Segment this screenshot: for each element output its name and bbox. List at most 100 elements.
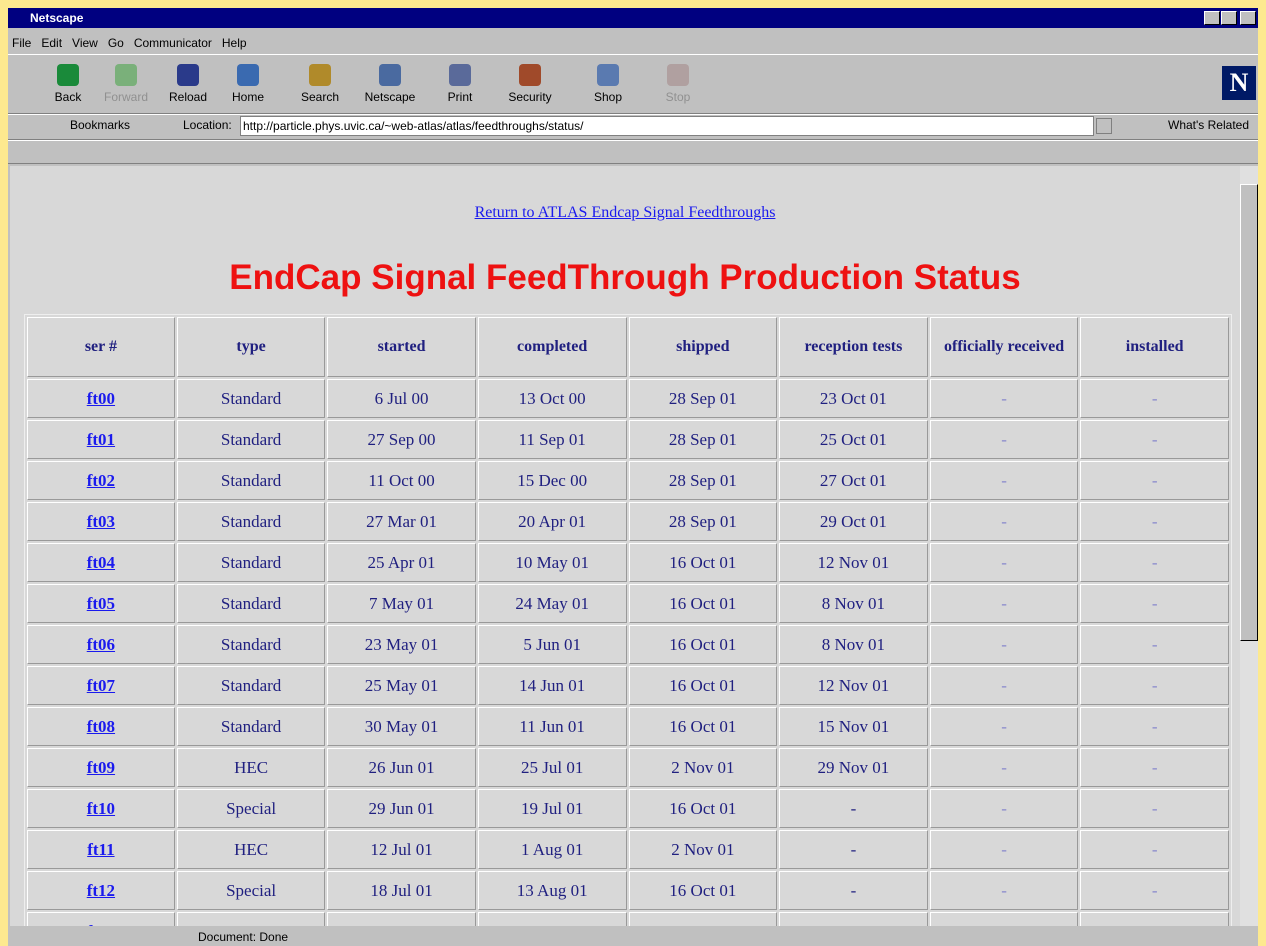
toolbar-icon <box>519 64 541 86</box>
serial-link[interactable]: ft05 <box>86 593 116 613</box>
maximize[interactable] <box>1221 11 1237 25</box>
cell: 16 Oct 01 <box>628 584 778 623</box>
header-cell: reception tests <box>779 317 928 377</box>
cell: 5 Jun 01 <box>477 625 627 664</box>
cell: Standard <box>176 379 326 418</box>
cell: 12 Nov 01 <box>779 666 928 705</box>
scroll-thumb[interactable] <box>1240 184 1258 641</box>
toolbar-button[interactable]: Search <box>290 58 350 112</box>
cell: 25 Oct 01 <box>779 420 928 459</box>
menu-bar: File Edit View Go Communicator Help <box>12 32 257 54</box>
menu-item[interactable]: View <box>72 36 98 50</box>
cell: 27 Sep 00 <box>327 420 476 459</box>
serial-link[interactable]: ft13 <box>87 922 115 927</box>
personal-bar <box>8 140 1258 164</box>
toolbar-button[interactable]: Shop <box>578 58 638 112</box>
cell: Standard <box>176 502 326 541</box>
cell: 1 Aug 01 <box>477 830 627 869</box>
cell: 28 Sep 01 <box>628 379 778 418</box>
cell: Special <box>176 789 326 828</box>
toolbar-button[interactable]: Netscape <box>360 58 420 112</box>
cell: - <box>929 420 1079 459</box>
cell: Standard <box>176 625 326 664</box>
serial-link[interactable]: ft09 <box>86 757 116 777</box>
cell: 12 Jul 01 <box>327 830 476 869</box>
cell: 26 Jun 01 <box>327 748 476 787</box>
netscape-logo: N <box>1222 66 1256 100</box>
close[interactable] <box>1240 11 1256 25</box>
table-row: ft11 HEC 12 Jul 01 1 Aug 01 2 Nov 01- - - <box>27 830 1229 869</box>
cell: - <box>1080 912 1229 926</box>
serial-link[interactable]: ft06 <box>86 634 116 654</box>
cell: 2 Nov 01 <box>628 912 778 926</box>
cell: - <box>779 912 928 926</box>
serial-link[interactable]: ft11 <box>87 839 115 859</box>
serial-link[interactable]: ft12 <box>86 880 116 900</box>
cell: 10 May 01 <box>477 543 627 582</box>
cell: - <box>929 502 1079 541</box>
cell: 30 May 01 <box>327 707 476 746</box>
cell: - <box>1080 830 1229 869</box>
menu-item[interactable]: Help <box>221 36 247 50</box>
cell: 23 Oct 01 <box>779 379 928 418</box>
toolbar-icon <box>237 64 259 86</box>
cell: 11 Oct 00 <box>327 461 476 500</box>
table-row: ft06 Standard 23 May 01 5 Jun 01 16 Oct 01 8 … <box>27 625 1229 664</box>
header-cell: type <box>176 317 326 377</box>
whats-related[interactable]: What's Related <box>1168 118 1249 132</box>
status-table: ser # type started completed shipped receptio… <box>24 314 1232 926</box>
toolbar-icon <box>115 64 137 86</box>
toolbar-button[interactable]: Forward <box>96 58 156 112</box>
serial-link[interactable]: ft02 <box>86 470 116 490</box>
menu-item[interactable]: Edit <box>41 36 63 50</box>
minimize[interactable] <box>1204 11 1220 25</box>
url-field[interactable]: http://particle.phys.uvic.ca/~web-atlas/… <box>240 116 1094 136</box>
cell: - <box>1080 666 1229 705</box>
serial-link[interactable]: ft01 <box>86 429 116 449</box>
table-row: ft00 Standard 6 Jul 00 13 Oct 00 28 Sep 01 23… <box>27 379 1229 418</box>
cell: - <box>1080 748 1229 787</box>
toolbar-button[interactable]: Print <box>430 58 490 112</box>
toolbar-button[interactable]: Stop <box>648 58 708 112</box>
cell: - <box>1080 584 1229 623</box>
bookmarks-button[interactable]: Bookmarks <box>70 118 131 132</box>
cell: - <box>929 789 1079 828</box>
cell: - <box>1080 707 1229 746</box>
serial-link[interactable]: ft10 <box>86 798 116 818</box>
table-row: ft07 Standard 25 May 01 14 Jun 01 16 Oct 01 1… <box>27 666 1229 705</box>
cell: - <box>929 461 1079 500</box>
toolbar-button[interactable]: Home <box>218 58 278 112</box>
scrollbar[interactable] <box>1240 166 1258 926</box>
menu-item[interactable]: Go <box>107 36 124 50</box>
url-dropdown[interactable] <box>1096 118 1112 134</box>
toolbar-button[interactable]: Back <box>38 58 98 112</box>
cell: - <box>1080 379 1229 418</box>
cell: ft13 <box>27 912 175 926</box>
header-cell: officially received <box>929 317 1079 377</box>
serial-link[interactable]: ft00 <box>86 388 116 408</box>
browser-window: Netscape File Edit View Go Communicator Help … <box>8 8 1258 946</box>
toolbar-button[interactable]: Security <box>500 58 560 112</box>
menu-item[interactable]: Communicator <box>133 36 212 50</box>
toolbar-button[interactable]: Reload <box>158 58 218 112</box>
toolbar-label: Shop <box>593 90 623 104</box>
cell: Standard <box>176 584 326 623</box>
cell: 27 Mar 01 <box>327 502 476 541</box>
table-row: ft13HEC3 Aug 0122 Aug 012 Nov 01--- <box>27 912 1229 926</box>
serial-link[interactable]: ft04 <box>86 552 116 572</box>
cell: ft03 <box>27 502 175 541</box>
header-cell: installed <box>1080 317 1229 377</box>
cell: ft01 <box>27 420 175 459</box>
cell: 14 Jun 01 <box>477 666 627 705</box>
cell: - <box>1080 502 1229 541</box>
cell: - <box>1080 543 1229 582</box>
serial-link[interactable]: ft07 <box>86 675 116 695</box>
serial-link[interactable]: ft08 <box>86 716 116 736</box>
cell: 11 Sep 01 <box>477 420 627 459</box>
return-link[interactable]: Return to ATLAS Endcap Signal Feedthroug… <box>474 204 776 221</box>
cell: - <box>1080 625 1229 664</box>
menu-item[interactable]: File <box>12 36 32 50</box>
serial-link[interactable]: ft03 <box>86 511 116 531</box>
cell: - <box>1080 420 1229 459</box>
